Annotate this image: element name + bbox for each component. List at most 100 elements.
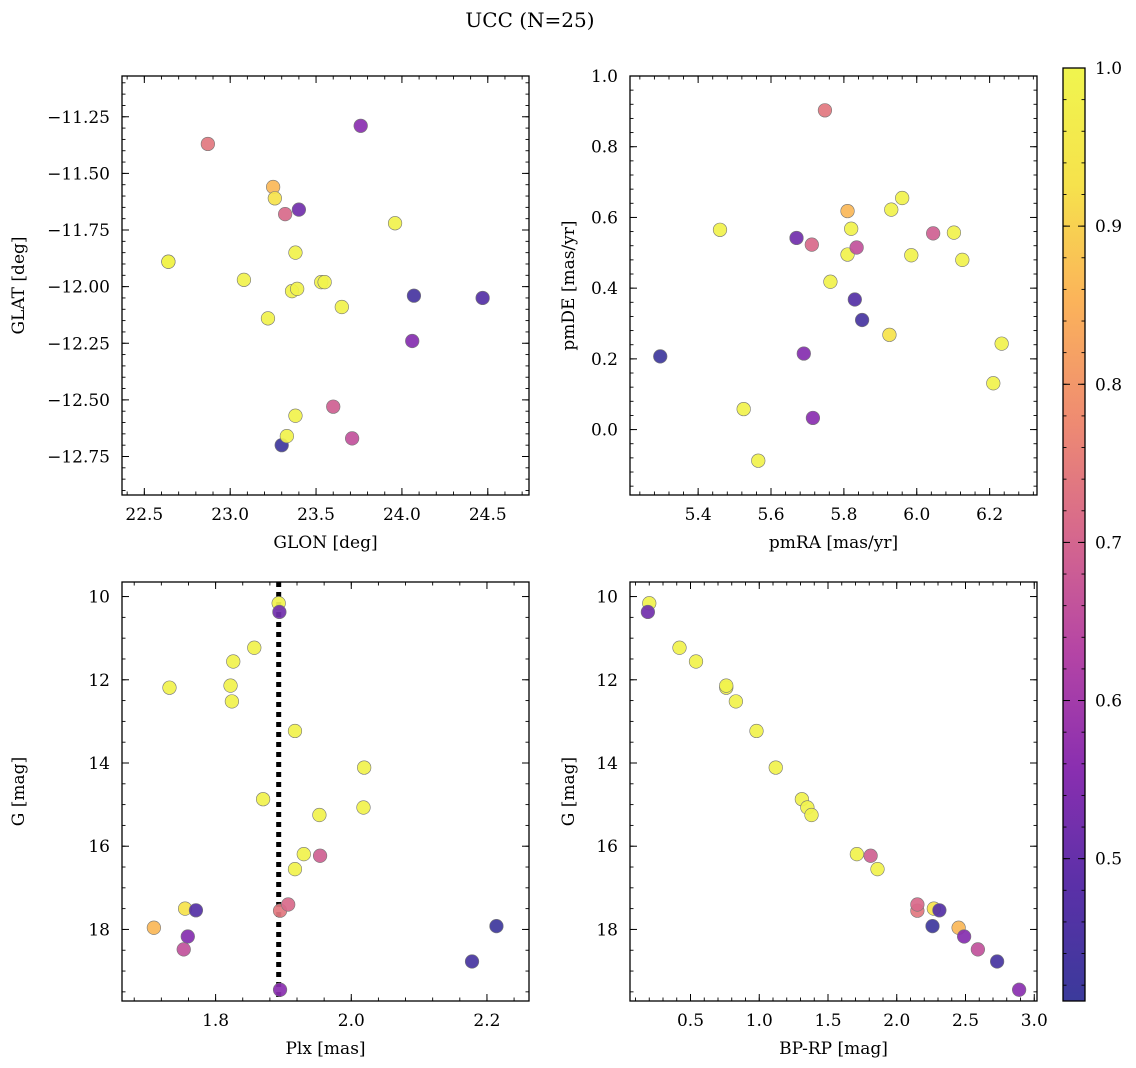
colorbar-tick-label: 0.6 [1095, 692, 1122, 712]
scatter-point [653, 349, 668, 364]
scatter-point [640, 604, 655, 620]
scatter-point [957, 929, 972, 944]
scatter-point [719, 678, 734, 693]
axes-frame [121, 75, 530, 496]
x-tick-label: 24.5 [469, 505, 507, 525]
y-tick-label: 12 [88, 671, 110, 691]
y-tick-label: 10 [596, 588, 618, 608]
scatter-point [226, 654, 241, 669]
x-tick-label: 22.5 [125, 505, 163, 525]
panel-plx-g: 1.8 2.0 2.2 10 12 14 16 18 Plx [mas] G [mag] [9, 581, 530, 1059]
scatter-points [146, 596, 504, 997]
scatter-point [200, 136, 215, 152]
x-tick-label: 2.0 [338, 1011, 365, 1031]
x-tick-label: 1.0 [746, 1011, 773, 1031]
scatter-point [955, 252, 970, 267]
scatter-point [870, 862, 885, 877]
y-tick-label: 14 [596, 754, 618, 774]
scatter-point [847, 292, 862, 307]
scatter-point [844, 221, 859, 236]
scatter-point [804, 237, 819, 252]
scatter-point [176, 942, 191, 957]
y-tick-label: −11.50 [47, 164, 110, 184]
colorbar-tick-label: 0.5 [1095, 850, 1122, 870]
x-tick-label: 5.8 [830, 505, 857, 525]
scatter-point [161, 254, 176, 269]
scatter-point [356, 800, 371, 815]
scatter-point [317, 275, 332, 290]
panel-glon-glat: 22.5 23.0 23.5 24.0 24.5 −12.75 −12.50 −12.25 −1… [9, 75, 530, 553]
colorbar-tick-label: 0.7 [1095, 533, 1122, 553]
axes-frame [629, 581, 1038, 1002]
scatter-point [278, 207, 293, 222]
scatter-point [768, 760, 783, 775]
scatter-point [475, 290, 490, 306]
y-tick-label: −11.75 [47, 221, 110, 241]
x-tick-label: 23.5 [297, 505, 335, 525]
colorbar: 0.5 0.6 0.7 0.8 0.9 1.0 [1062, 59, 1122, 1002]
scatter-points [640, 596, 1027, 997]
x-axis-label: Plx [mas] [285, 1039, 365, 1059]
scatter-point [291, 202, 306, 217]
y-tick-label: 12 [596, 671, 618, 691]
scatter-point [345, 431, 360, 446]
y-tick-label: 0.6 [591, 208, 618, 228]
scatter-point [296, 847, 311, 862]
scatter-point [946, 225, 962, 240]
y-tick-label: −12.50 [47, 391, 110, 411]
y-tick-label: 18 [596, 920, 618, 940]
colorbar-tick-label: 0.8 [1095, 375, 1122, 395]
scatter-point [162, 680, 177, 695]
scatter-point [712, 222, 728, 237]
scatter-point [863, 848, 878, 863]
scatter-point [326, 399, 341, 414]
scatter-point [281, 897, 296, 912]
x-tick-label: 24.0 [383, 505, 421, 525]
scatter-points [653, 103, 1009, 468]
scatter-point [789, 230, 804, 246]
scatter-point [926, 226, 941, 241]
scatter-point [267, 191, 282, 206]
y-axis-label: GLAT [deg] [9, 236, 29, 334]
y-tick-label: 0.8 [591, 138, 618, 158]
scatter-points [161, 118, 490, 453]
scatter-point [288, 245, 303, 260]
axes-frame [629, 75, 1038, 496]
x-tick-label: 1.8 [202, 1011, 229, 1031]
scatter-point [994, 336, 1009, 351]
colorbar-tick-label: 1.0 [1095, 59, 1122, 79]
x-tick-label: 3.0 [1021, 1011, 1048, 1031]
y-tick-label: 18 [88, 920, 110, 940]
figure-title: UCC (N=25) [465, 8, 594, 32]
x-tick-label: 0.5 [677, 1011, 704, 1031]
scatter-point [188, 903, 204, 918]
x-tick-label: 5.4 [685, 505, 712, 525]
y-tick-label: 16 [88, 837, 110, 857]
scatter-point [805, 410, 821, 426]
scatter-point [288, 408, 303, 423]
scatter-point [353, 118, 368, 133]
scatter-point [904, 248, 919, 263]
scatter-point [990, 954, 1005, 969]
x-axis-label: GLON [deg] [273, 533, 377, 553]
scatter-point [925, 919, 940, 934]
scatter-point [895, 190, 910, 206]
x-tick-label: 6.2 [976, 505, 1003, 525]
scatter-point [970, 942, 985, 957]
scatter-point [272, 982, 288, 997]
scatter-point [849, 240, 864, 255]
scatter-point [357, 760, 372, 775]
scatter-point [255, 792, 271, 807]
scatter-point [882, 327, 897, 342]
panel-bprp-g: 0.5 1.0 1.5 2.0 2.5 3.0 10 12 14 16 18 BP-RP [mag] G… [559, 581, 1048, 1059]
y-tick-label: 10 [88, 588, 110, 608]
scatter-point [804, 807, 819, 823]
scatter-point [180, 929, 195, 944]
scatter-point [796, 346, 811, 361]
scatter-point [287, 862, 303, 877]
scatter-point [247, 640, 262, 655]
scatter-point [290, 281, 305, 296]
y-tick-label: 1.0 [591, 67, 618, 87]
axes-frame [121, 581, 530, 1002]
scatter-point [855, 312, 870, 328]
